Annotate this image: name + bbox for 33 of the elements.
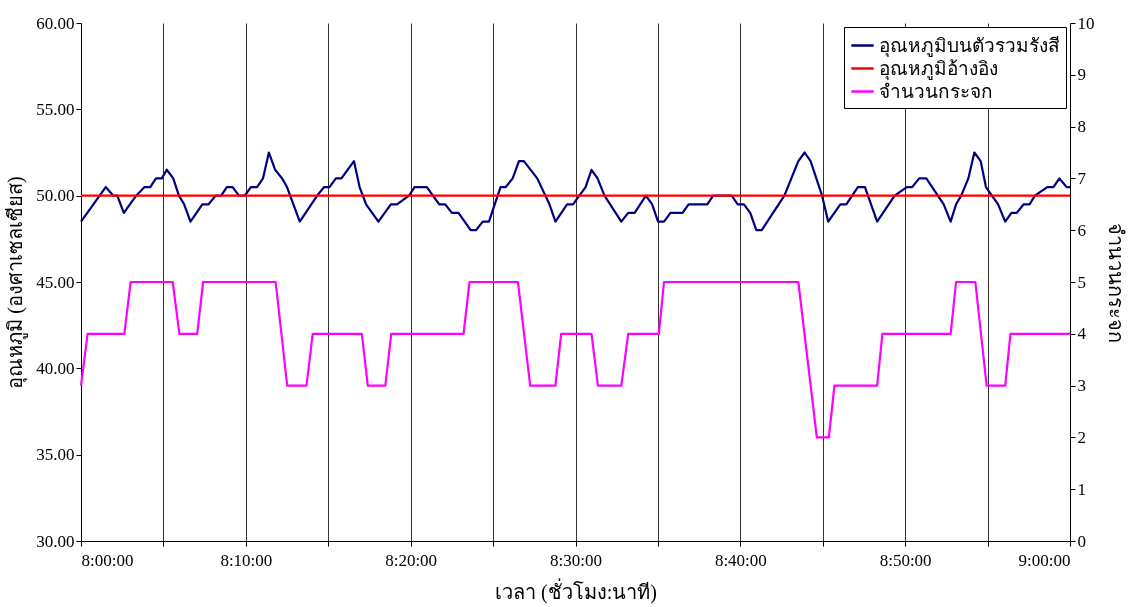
y-tick-label: 35.00	[36, 445, 75, 465]
y2-tick-label: 8	[1077, 117, 1086, 137]
y2-tick-label: 3	[1077, 376, 1086, 396]
y-tick-label: 30.00	[36, 531, 75, 551]
y-tick-label: 50.00	[36, 186, 75, 206]
y2-tick-label: 9	[1077, 65, 1086, 85]
x-tick-label: 9:00:00	[1018, 550, 1071, 570]
y-axis-title: อุณหภูมิ (องศาเซลเซียส)	[4, 176, 29, 389]
legend-label: อุณหภูมิอ้างอิง	[879, 57, 998, 81]
legend-label: จำนวนกระจก	[879, 80, 993, 102]
x-tick-label: 8:40:00	[714, 550, 767, 570]
x-axis-title: เวลา (ชั่วโมง:นาที)	[495, 577, 657, 604]
y2-tick-label: 10	[1077, 13, 1095, 33]
legend-label: อุณหภูมิบนตัวรวมรังสี	[879, 34, 1060, 58]
x-tick-label: 8:20:00	[385, 550, 438, 570]
y-tick-label: 45.00	[36, 272, 75, 292]
line-series	[79, 151, 1072, 232]
y2-tick-label: 5	[1077, 272, 1086, 292]
y2-tick-label: 1	[1077, 479, 1086, 499]
x-tick-label: 8:30:00	[550, 550, 602, 570]
line-series	[79, 280, 1072, 439]
y2-axis-title: จำนวนกระจก	[1104, 222, 1127, 343]
y2-tick-label: 2	[1077, 427, 1086, 447]
y2-tick-label: 7	[1077, 168, 1087, 188]
y-tick-label: 40.00	[36, 358, 75, 378]
y-tick-label: 55.00	[36, 99, 75, 119]
y2-tick-label: 6	[1077, 220, 1086, 240]
y2-tick-label: 0	[1077, 531, 1086, 551]
x-tick-label: 8:00:00	[81, 550, 134, 570]
x-tick-label: 8:10:00	[220, 550, 273, 570]
y2-tick-label: 4	[1077, 324, 1087, 344]
y-tick-label: 60.00	[36, 13, 75, 33]
x-tick-label: 8:50:00	[879, 550, 932, 570]
